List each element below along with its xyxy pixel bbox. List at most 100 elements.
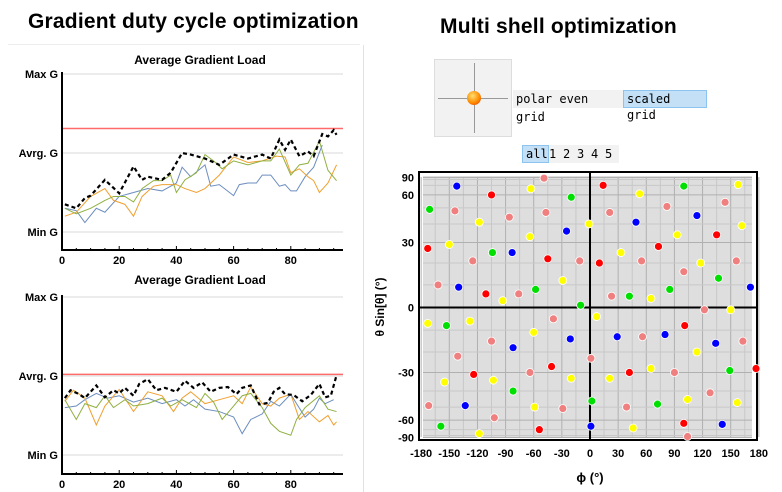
- point-green: [624, 291, 634, 301]
- line-chart-2: Average Gradient Load Min G Avrg. G Max G 0 2…: [19, 273, 343, 491]
- point-red: [598, 180, 608, 190]
- point-yellow: [558, 276, 568, 285]
- x-tick-label: -150: [438, 448, 460, 460]
- x-tick-label: 60: [227, 255, 239, 267]
- point-pink: [662, 202, 672, 211]
- x-tick-label: 0: [587, 448, 593, 460]
- shell-tab-4[interactable]: 4: [591, 145, 605, 163]
- point-pink: [558, 404, 568, 413]
- point-red: [543, 254, 553, 264]
- point-pink: [700, 305, 709, 315]
- series-line-4: [63, 374, 338, 406]
- point-green: [442, 321, 451, 330]
- y-tick-label: -90: [398, 433, 414, 445]
- point-red: [469, 370, 479, 379]
- point-yellow: [592, 312, 601, 321]
- y-tick-label: -30: [398, 368, 414, 380]
- point-yellow: [423, 318, 433, 328]
- slider-2d-pad[interactable]: [434, 59, 512, 137]
- grid-option-polar-even[interactable]: polar even grid: [513, 90, 623, 124]
- x-tick-label: 90: [668, 448, 680, 460]
- point-yellow: [605, 373, 615, 383]
- panel-divider: [363, 45, 364, 492]
- x-tick-label: 60: [227, 479, 239, 491]
- x-tick-label: 60: [640, 448, 652, 460]
- x-tick-label: -60: [526, 448, 542, 460]
- point-pink: [514, 289, 524, 299]
- y-tick-label: 90: [402, 173, 414, 185]
- x-tick-label: -180: [410, 448, 432, 460]
- point-blue: [660, 330, 670, 339]
- point-green: [653, 399, 662, 409]
- series-line-2: [64, 386, 337, 427]
- point-yellow: [440, 377, 450, 387]
- y-tick-label: 0: [408, 303, 414, 315]
- point-pink: [586, 353, 596, 363]
- y-tick-label: -60: [398, 415, 414, 427]
- point-yellow: [566, 373, 576, 383]
- point-pink: [622, 402, 631, 412]
- scatter-chart: -180 -150 -120 -90 -60 -30 0 30 60 90 120 150 180 -90…: [373, 171, 768, 485]
- pad-handle-icon[interactable]: [467, 91, 481, 105]
- point-pink: [605, 208, 615, 217]
- x-tick-label: 150: [722, 448, 740, 460]
- point-pink: [468, 256, 478, 266]
- shell-tab-all[interactable]: all: [522, 145, 549, 163]
- point-blue: [745, 282, 755, 292]
- point-yellow: [488, 375, 498, 385]
- point-pink: [683, 432, 692, 441]
- chart-title: Average Gradient Load: [134, 273, 266, 287]
- point-green: [725, 366, 735, 375]
- left-panel-frame: [8, 44, 360, 275]
- x-axis-label: ϕ (°): [576, 470, 603, 485]
- point-yellow: [526, 184, 536, 194]
- point-blue: [508, 343, 518, 353]
- point-yellow: [635, 189, 645, 199]
- point-yellow: [733, 180, 743, 189]
- point-yellow: [628, 423, 638, 433]
- point-blue: [460, 401, 470, 411]
- point-yellow: [672, 230, 682, 240]
- point-green: [665, 285, 675, 294]
- point-blue: [507, 248, 517, 257]
- point-yellow: [474, 429, 484, 439]
- point-pink: [504, 212, 514, 222]
- shell-tab-5[interactable]: 5: [605, 145, 619, 163]
- point-pink: [453, 351, 463, 361]
- x-tick-label: 120: [693, 448, 711, 460]
- shell-tab-2[interactable]: 2: [563, 145, 577, 163]
- point-pink: [450, 206, 460, 216]
- point-pink: [525, 368, 535, 377]
- point-green: [587, 396, 597, 406]
- x-tick-label: 0: [59, 479, 65, 491]
- point-red: [534, 425, 544, 435]
- point-red: [680, 321, 690, 330]
- shell-tab-3[interactable]: 3: [577, 145, 591, 163]
- y-tick-label: 30: [402, 238, 414, 250]
- point-pink: [487, 336, 496, 346]
- point-yellow: [465, 316, 475, 326]
- shell-tab-1[interactable]: 1: [549, 145, 563, 163]
- y-tick-label: Max G: [25, 69, 58, 81]
- point-yellow: [616, 248, 626, 257]
- point-red: [481, 289, 491, 299]
- x-tick-label: 80: [285, 255, 297, 267]
- point-red: [487, 190, 496, 200]
- point-pink: [638, 332, 647, 342]
- x-tick-label: -30: [554, 448, 570, 460]
- point-yellow: [737, 221, 747, 231]
- grid-option-scaled[interactable]: scaled grid: [623, 90, 707, 122]
- y-tick-label: 60: [402, 190, 414, 202]
- series-line-4: [64, 128, 338, 210]
- point-green: [679, 181, 689, 191]
- y-tick-label: Min G: [27, 450, 58, 462]
- point-blue: [452, 181, 462, 191]
- point-blue: [454, 282, 464, 292]
- point-pink: [637, 256, 646, 266]
- point-yellow: [529, 327, 539, 337]
- point-blue: [565, 334, 575, 344]
- point-pink: [670, 368, 679, 377]
- y-tick-label: Min G: [27, 227, 58, 239]
- chart-title: Average Gradient Load: [134, 53, 266, 67]
- y-axis-label: θ Sin[θ] (°): [373, 277, 387, 336]
